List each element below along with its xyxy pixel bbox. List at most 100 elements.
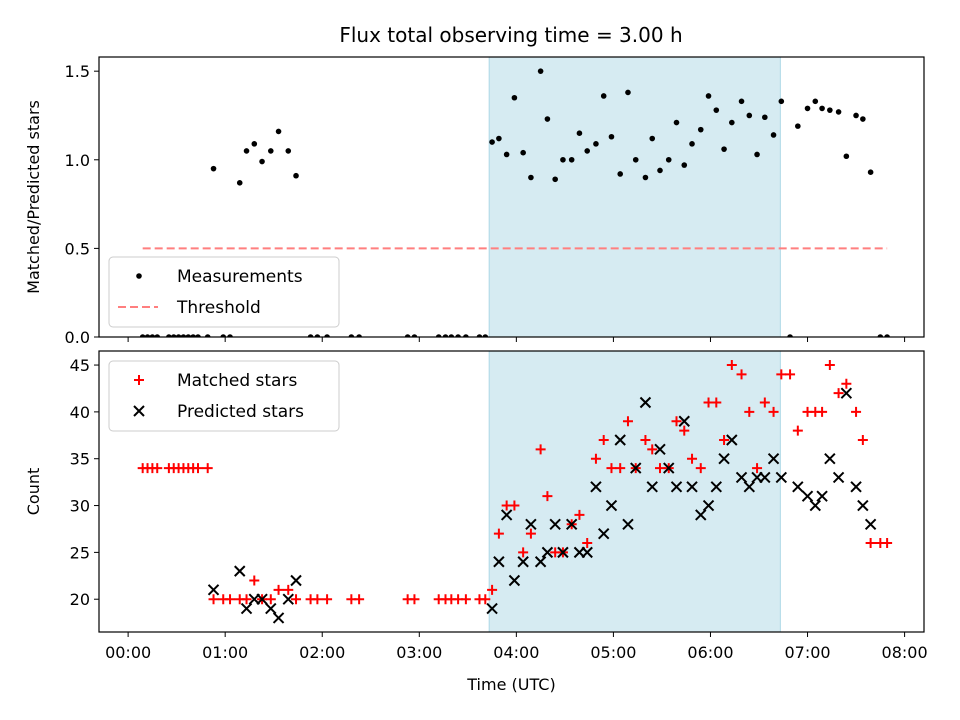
measurement-point	[804, 105, 811, 112]
predicted-star-point	[792, 481, 804, 493]
y-tick-label: 45	[70, 356, 90, 375]
predicted-star-point	[850, 481, 862, 493]
y-tick-label: 35	[70, 450, 90, 469]
matched-star-point	[736, 369, 747, 380]
measurement-point	[476, 334, 483, 337]
predicted-star-point	[767, 453, 780, 465]
matched-star-point	[882, 538, 893, 549]
matched-star-point	[493, 528, 504, 539]
matched-star-point	[312, 594, 323, 605]
matched-star-point	[322, 594, 333, 605]
matched-star-point	[792, 425, 803, 436]
matched-star-point	[265, 594, 276, 605]
matched-star-point	[409, 594, 420, 605]
legend-label: Threshold	[176, 298, 261, 318]
predicted-star-point	[493, 556, 505, 568]
measurement-point	[843, 153, 850, 160]
measurement-point	[657, 167, 663, 174]
measurement-point	[649, 135, 656, 142]
matched-star-point	[857, 434, 868, 445]
measurement-point	[489, 139, 495, 145]
x-tick-label: 05:00	[590, 643, 636, 662]
matched-star-point	[582, 538, 593, 549]
matched-star-point	[598, 434, 609, 445]
y-tick-label: 40	[70, 403, 90, 422]
y-tick-label: 25	[70, 543, 90, 562]
matched-star-point	[640, 434, 651, 445]
measurement-point	[251, 141, 258, 147]
measurement-point	[243, 148, 250, 154]
predicted-star-point	[517, 556, 529, 568]
matched-star-point	[249, 575, 260, 586]
observing-window	[488, 350, 781, 633]
bottom-panel: 20 25 30 35 40 45 00:00 01:00 02:00 03:00 04:00 05:…	[24, 350, 928, 694]
predicted-star-point	[702, 499, 715, 512]
measurement-point	[455, 334, 461, 337]
measurement-point	[324, 334, 330, 337]
measurement-point	[617, 171, 624, 177]
matched-star-point	[574, 509, 585, 520]
measurement-point	[411, 334, 418, 337]
predicted-star-point	[557, 546, 569, 559]
matched-star-point	[590, 453, 601, 464]
matched-star-point	[152, 463, 163, 474]
axes-frame	[98, 56, 925, 338]
matched-star-point	[487, 584, 498, 595]
matched-star-point	[193, 463, 203, 474]
measurement-point	[713, 107, 720, 113]
measurement-point	[463, 334, 469, 337]
predicted-star-point	[710, 481, 723, 493]
matched-star-point	[655, 463, 665, 474]
legend-box	[108, 256, 340, 328]
y-tick-label: 30	[70, 497, 90, 516]
matched-star-point	[273, 584, 284, 595]
matched-star-point	[687, 453, 698, 464]
legend-marker-predicted	[133, 405, 145, 417]
legend: Matched stars Predicted stars	[108, 360, 340, 432]
measurement-point	[697, 126, 704, 133]
predicted-star-point	[597, 527, 610, 540]
predicted-star-point	[486, 602, 498, 615]
matched-star-point	[225, 594, 236, 605]
measurement-point	[537, 68, 544, 74]
measurement-point	[673, 119, 680, 126]
axes-frame	[98, 350, 925, 633]
measurement-point	[584, 148, 591, 154]
observing-window	[488, 56, 781, 338]
measurement-point	[267, 148, 274, 154]
predicted-star-point	[775, 471, 788, 484]
matched-star-point	[768, 406, 779, 417]
measurement-point	[404, 334, 411, 337]
matched-star-point	[671, 416, 682, 427]
matched-star-point	[719, 434, 730, 445]
predicted-star-point	[864, 518, 877, 530]
measurement-point	[867, 169, 874, 175]
y-axis-label: Count	[24, 468, 43, 516]
x-tick-label: 08:00	[882, 643, 928, 662]
predicted-star-point	[614, 434, 626, 446]
measurement-point	[738, 98, 745, 105]
predicted-star-point	[565, 518, 578, 530]
matched-star-point	[824, 360, 835, 371]
measurement-point	[608, 133, 615, 140]
measurement-point	[721, 146, 727, 152]
measurement-point	[180, 334, 187, 337]
matched-star-point	[679, 425, 690, 436]
predicted-star-point	[816, 490, 828, 502]
x-tick-label: 02:00	[299, 643, 345, 662]
x-tick-label: 06:00	[687, 643, 733, 662]
matched-star-point	[460, 594, 471, 605]
y-tick-label: 0.5	[65, 239, 90, 258]
y-tick-label: 1.0	[65, 151, 90, 170]
measurement-point	[665, 156, 672, 163]
measurement-point	[293, 172, 299, 179]
top-panel: 0.0 0.5 1.0 1.5 Matched/Predicted stars Measu…	[24, 56, 925, 347]
measurement-point	[642, 174, 649, 181]
measurement-point	[496, 135, 502, 142]
matched-star-point	[851, 406, 862, 417]
measurement-point	[787, 334, 793, 337]
legend-marker-matched	[134, 375, 144, 385]
measurement-point	[544, 116, 551, 122]
predicted-star-point	[256, 593, 268, 605]
